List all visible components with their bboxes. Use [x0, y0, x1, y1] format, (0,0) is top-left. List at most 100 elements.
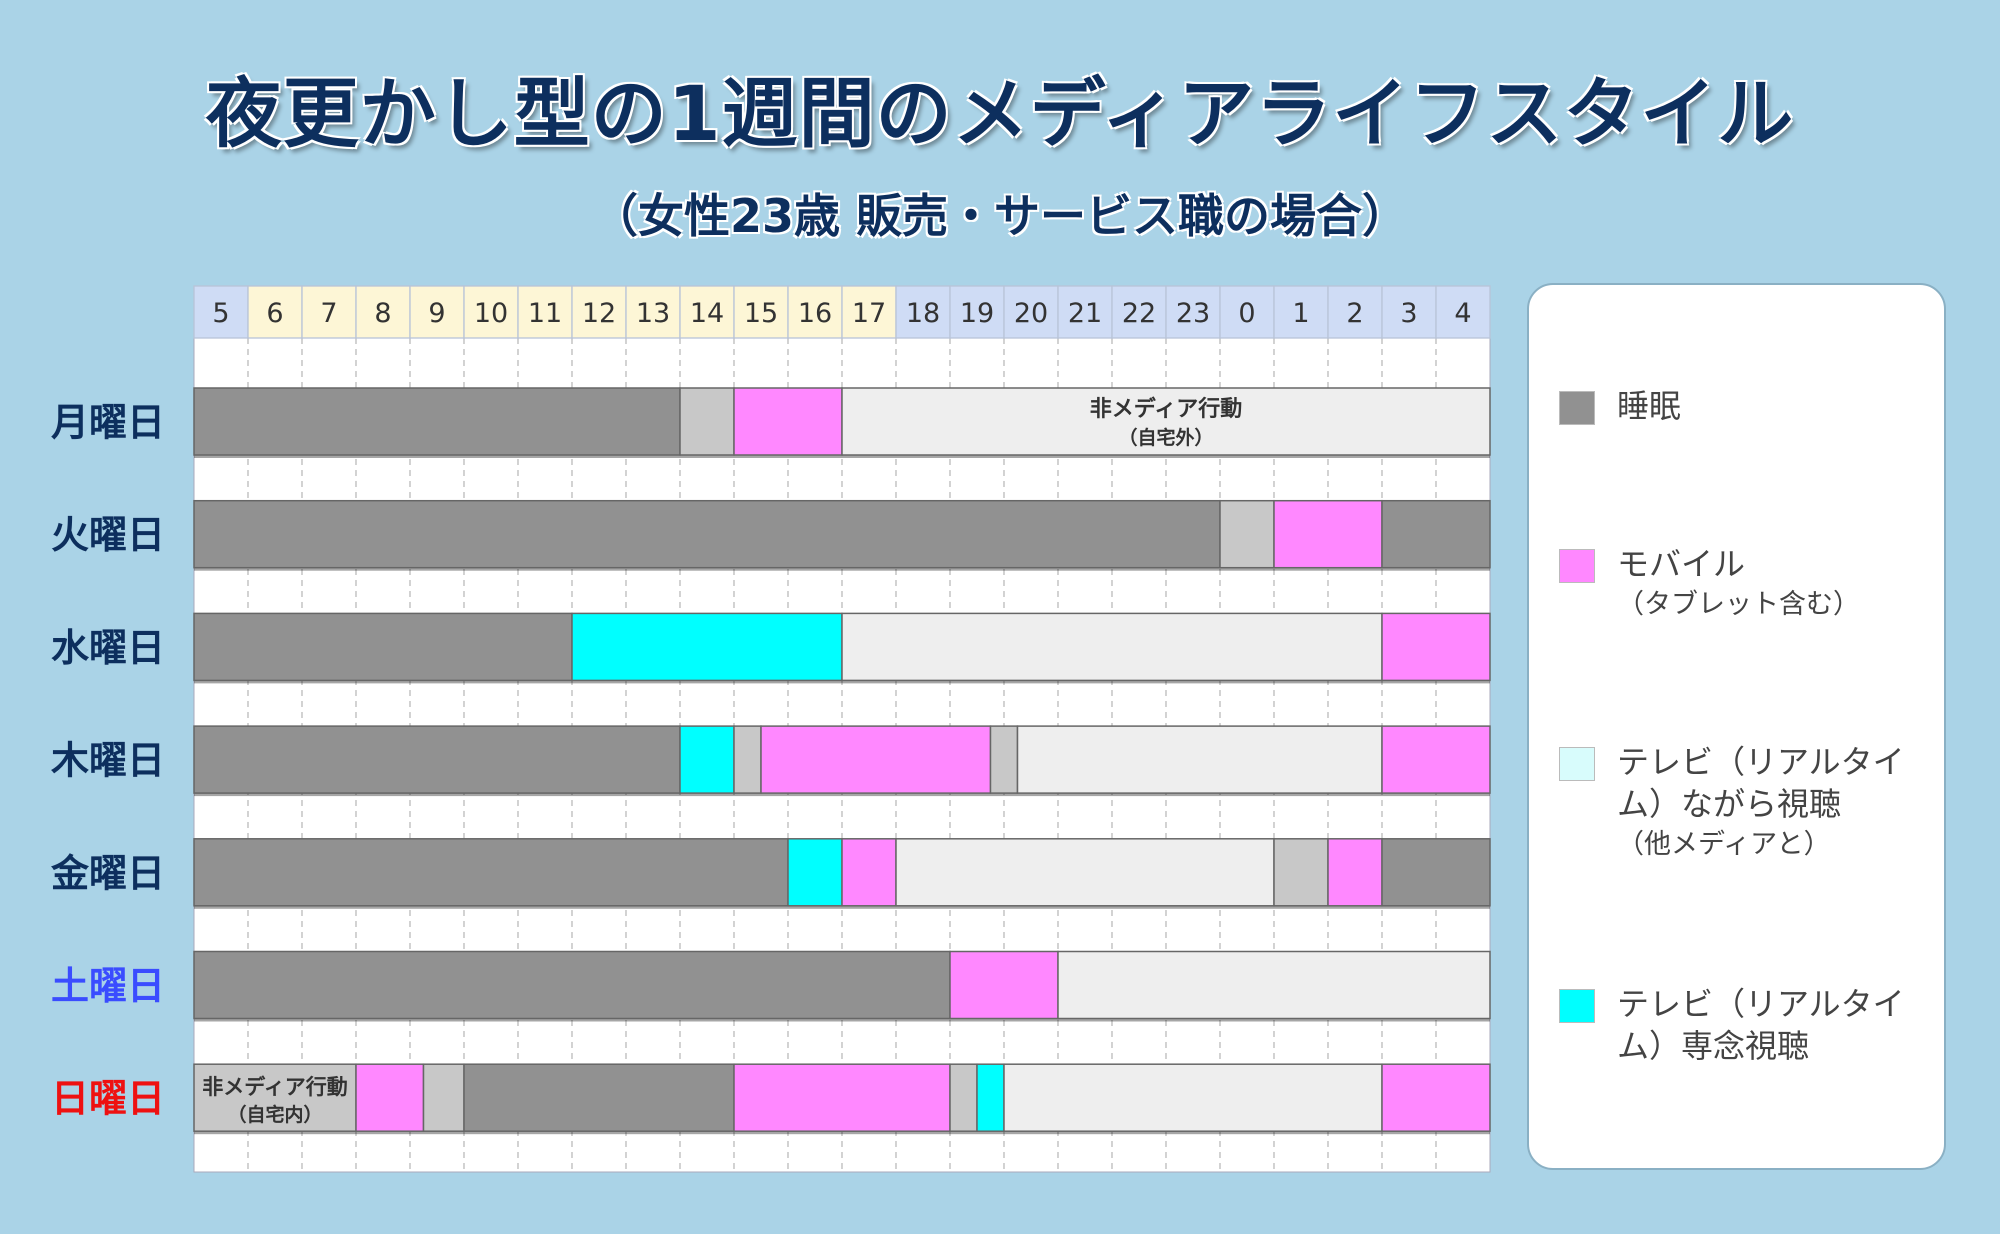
hour-header-cell — [1381, 285, 1437, 339]
hour-tick-label: 6 — [266, 298, 283, 329]
hour-tick-label: 4 — [1454, 298, 1471, 329]
hour-tick-label: 9 — [428, 298, 445, 329]
segment-mobile — [760, 725, 992, 794]
segment-mobile — [1381, 725, 1491, 794]
legend-label: 睡眠 — [1617, 387, 1682, 425]
segment-sleep — [193, 950, 951, 1020]
day-row: 火曜日 — [51, 499, 1491, 571]
hour-tick-label: 8 — [374, 298, 391, 329]
segment-tv-focus — [571, 612, 843, 682]
hour-tick-label: 14 — [690, 298, 724, 329]
segment-sublabel: （自宅外） — [1118, 426, 1213, 449]
hour-tick-label: 1 — [1292, 298, 1309, 329]
hour-tick-label: 13 — [636, 298, 670, 329]
hour-header-cell — [247, 285, 303, 339]
hour-header-cell — [517, 285, 573, 339]
segment-nonmedia-home — [679, 387, 735, 456]
segment-mobile — [949, 950, 1059, 1020]
hour-header-cell — [1327, 285, 1383, 339]
day-row: 金曜日 — [50, 838, 1491, 909]
segment-mobile — [733, 387, 843, 456]
hour-header-cell — [1165, 285, 1221, 339]
hour-header-cell — [625, 285, 681, 339]
hour-header-cell — [571, 285, 627, 339]
day-label: 木曜日 — [51, 739, 165, 783]
hour-header-cell — [1111, 285, 1167, 339]
segment-nonmedia-home — [1273, 838, 1329, 907]
hour-header-cell — [463, 285, 519, 339]
legend-swatch-tv-focus — [1559, 989, 1595, 1023]
segment-label: 非メディア行動 — [1090, 396, 1242, 422]
chart-subtitle: （女性23歳 販売・サービス職の場合） — [591, 189, 1409, 243]
hour-tick-label: 5 — [212, 298, 229, 329]
legend-item-mobile: モバイル （タブレット含む） — [1559, 543, 1860, 625]
segment-tv-focus — [976, 1063, 1005, 1132]
day-row: 日曜日 非メディア行動 （自宅内） — [51, 1063, 1491, 1135]
legend-panel: 睡眠 モバイル （タブレット含む） テレビ（リアルタイム）ながら視聴 （他メディアと… — [1527, 283, 1946, 1170]
hour-tick-label: 22 — [1122, 298, 1156, 329]
day-row: 水曜日 — [51, 612, 1491, 684]
segment-mobile — [355, 1063, 425, 1132]
legend-swatch-tv-while — [1559, 747, 1595, 781]
segment-sleep — [193, 725, 681, 794]
hour-header-cell — [1219, 285, 1275, 339]
legend-swatch-sleep — [1559, 391, 1595, 425]
segment-mobile — [1327, 838, 1383, 907]
segment-mobile — [1381, 1063, 1491, 1132]
segment-label: 非メディア行動 — [202, 1075, 348, 1099]
hour-tick-label: 12 — [582, 298, 616, 329]
hour-header-cell — [949, 285, 1005, 339]
segment-sleep — [193, 499, 1221, 569]
legend-sublabel: （他メディアと） — [1617, 829, 1831, 860]
day-row: 土曜日 — [51, 950, 1491, 1022]
segment-mobile — [733, 1063, 951, 1132]
hour-tick-label: 3 — [1400, 298, 1417, 329]
segment-nonmedia-home — [193, 1063, 357, 1132]
hour-tick-label: 0 — [1238, 298, 1255, 329]
hour-header-cell — [895, 285, 951, 339]
segment-nonmedia-out — [841, 387, 1491, 456]
hour-tick-label: 15 — [744, 298, 778, 329]
segment-mobile — [1381, 612, 1491, 682]
hour-tick-label: 11 — [528, 298, 562, 329]
segment-sublabel: （自宅内） — [227, 1103, 322, 1126]
segment-nonmedia-out — [895, 838, 1275, 907]
hour-header-cell — [355, 285, 411, 339]
day-row: 木曜日 — [51, 725, 1491, 797]
day-row: 月曜日 非メディア行動 （自宅外） — [51, 387, 1491, 458]
segment-sleep — [193, 612, 573, 682]
hour-tick-label: 10 — [474, 298, 508, 329]
segment-tv-focus — [787, 838, 843, 907]
segment-nonmedia-out — [841, 612, 1383, 682]
hour-tick-label: 19 — [960, 298, 994, 329]
hour-tick-label: 18 — [906, 298, 940, 329]
legend-label: テレビ（リアルタイム）専念視聴 — [1617, 985, 1905, 1065]
segment-nonmedia-home — [733, 725, 762, 794]
segment-nonmedia-home — [949, 1063, 978, 1132]
day-label: 土曜日 — [51, 964, 165, 1008]
segment-tv-focus — [679, 725, 735, 794]
hour-header-cell — [679, 285, 735, 339]
legend-item-sleep: 睡眠 — [1559, 385, 1681, 427]
segment-sleep — [1381, 499, 1491, 569]
legend-label: テレビ（リアルタイム）ながら視聴 — [1617, 743, 1905, 823]
hour-header-cell — [1003, 285, 1059, 339]
hour-tick-label: 23 — [1176, 298, 1210, 329]
hour-tick-label: 17 — [852, 298, 886, 329]
day-label: 日曜日 — [51, 1077, 165, 1121]
hour-header-cell — [733, 285, 789, 339]
segment-sleep — [193, 387, 681, 456]
segment-nonmedia-out — [1003, 1063, 1383, 1132]
segment-nonmedia-out — [1016, 725, 1383, 794]
chart-title: 夜更かし型の1週間のメディアライフスタイル — [205, 69, 1795, 158]
segment-nonmedia-home — [422, 1063, 465, 1132]
day-label: 月曜日 — [51, 401, 165, 445]
legend-item-tv-while: テレビ（リアルタイム）ながら視聴 （他メディアと） — [1559, 741, 1937, 865]
hour-tick-label: 20 — [1014, 298, 1048, 329]
legend-item-tv-focus: テレビ（リアルタイム）専念視聴 — [1559, 983, 1937, 1067]
legend-swatch-mobile — [1559, 549, 1595, 583]
legend-sublabel: （タブレット含む） — [1617, 589, 1860, 620]
segment-mobile — [1273, 499, 1383, 569]
segment-mobile — [841, 838, 897, 907]
